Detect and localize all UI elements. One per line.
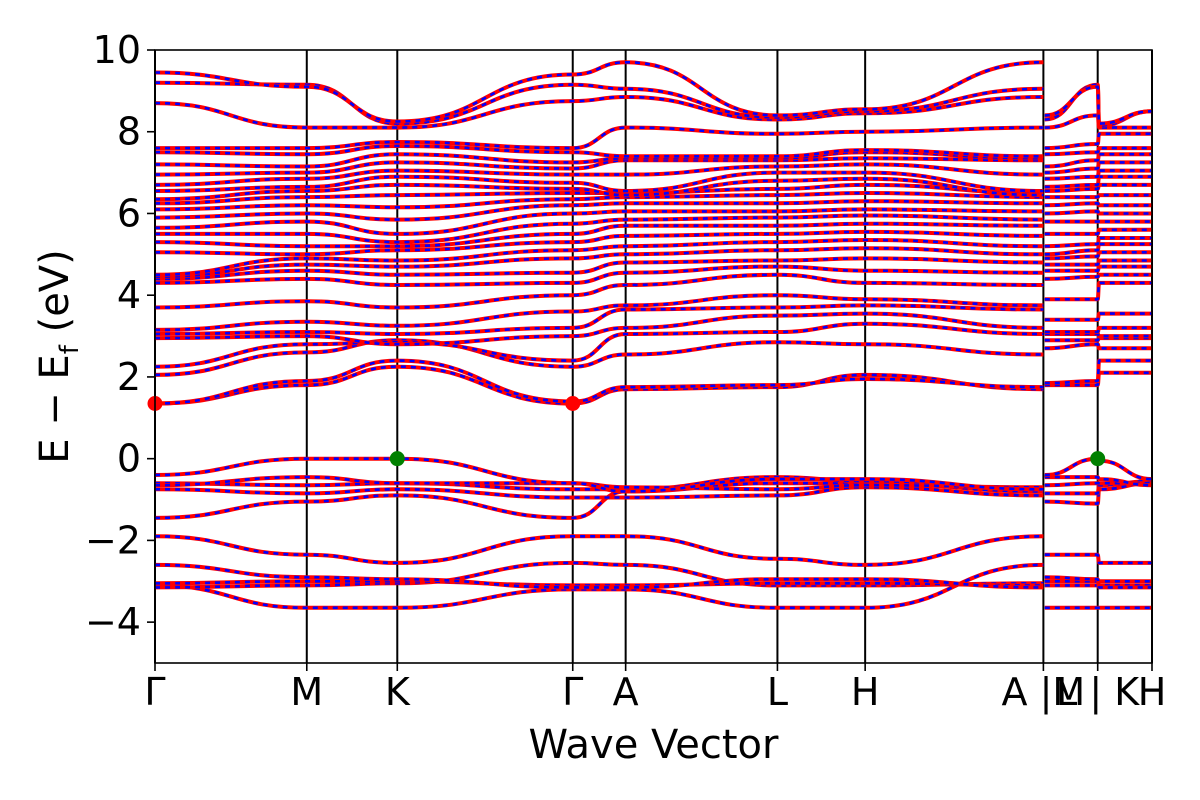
- band-15-seg-0-spin-down: [154, 304, 1044, 336]
- band-32-seg-1-spin-up: [1044, 160, 1152, 175]
- cbm-marker-1: [565, 395, 581, 411]
- band-8-seg-1-spin-down: [1044, 475, 1153, 487]
- band-19-seg-0-spin-down: [154, 257, 1044, 281]
- band-16-seg-1-spin-up: [1044, 311, 1152, 322]
- x-tick-label: Γ: [562, 670, 583, 714]
- band-29-seg-1-spin-down: [1044, 183, 1152, 193]
- band-20-seg-0-spin-down: [154, 246, 1044, 279]
- band-22-seg-1-spin-up: [1044, 242, 1152, 257]
- band-3-seg-1-spin-up: [1044, 575, 1152, 590]
- band-4-seg-1-spin-up: [1044, 552, 1152, 565]
- band-3-seg-0-spin-down: [154, 563, 1044, 589]
- y-tick-label: 6: [117, 191, 141, 235]
- x-tick-label: L: [767, 670, 788, 714]
- band-11-seg-0-spin-down: [154, 359, 1044, 405]
- band-34-seg-1-spin-down: [1044, 146, 1153, 156]
- band-5-seg-1-spin-down: [1044, 481, 1153, 505]
- x-tick-label: H: [1138, 670, 1167, 714]
- band-1-seg-0-spin-down: [154, 561, 1044, 589]
- band-20-seg-1-spin-down: [1044, 259, 1152, 266]
- y-tick-label: 4: [117, 273, 141, 317]
- band-5-seg-0-spin-down: [154, 481, 1044, 520]
- band-32-seg-0-spin-down: [154, 156, 1044, 176]
- y-axis-label-subscript: f: [55, 344, 85, 354]
- band-23-seg-0-spin-down: [154, 222, 1044, 248]
- y-tick-label: 2: [117, 355, 141, 399]
- band-17-seg-1-spin-down: [1044, 281, 1152, 301]
- band-18-seg-1-spin-down: [1044, 273, 1152, 281]
- x-tick-label: A: [613, 670, 639, 714]
- band-19-seg-1-spin-down: [1044, 265, 1152, 273]
- band-18-seg-0-spin-down: [154, 265, 1044, 287]
- band-24-seg-1-spin-down: [1044, 228, 1152, 236]
- band-15-seg-1-spin-down: [1044, 326, 1152, 334]
- y-tick-label: 10: [93, 28, 141, 72]
- band-36-seg-1-spin-down: [1044, 114, 1152, 129]
- band-28-seg-1-spin-down: [1044, 193, 1152, 199]
- y-axis-label-main: E − E: [32, 354, 78, 464]
- band-lines: [154, 60, 1153, 610]
- x-axis-label: Wave Vector: [529, 722, 780, 768]
- band-10-seg-1-spin-down: [1044, 371, 1152, 387]
- x-tick-label: K: [385, 670, 411, 714]
- band-17-seg-0-spin-down: [154, 273, 1044, 309]
- band-14-seg-0-spin-down: [154, 312, 1044, 346]
- x-tick-label: A |M: [1002, 670, 1086, 715]
- vbm-marker-3: [1090, 451, 1106, 467]
- band-26-seg-1-spin-down: [1044, 210, 1152, 215]
- band-34-seg-0-spin-down: [154, 144, 1044, 158]
- band-16-seg-0-spin-down: [154, 293, 1044, 332]
- band-26-seg-0-spin-down: [154, 199, 1044, 221]
- y-tick-label: 0: [117, 437, 141, 481]
- band-31-seg-1-spin-up: [1044, 168, 1152, 181]
- x-tick-label: H: [851, 670, 880, 714]
- band-36-seg-0-spin-down: [154, 95, 1044, 129]
- band-25-seg-0-spin-down: [154, 208, 1044, 236]
- band-13-seg-0-spin-down: [154, 322, 1044, 368]
- band-21-seg-1-spin-down: [1044, 251, 1152, 260]
- y-axis-label-unit: (eV): [32, 249, 78, 345]
- band-22-seg-0-spin-down: [154, 230, 1044, 256]
- band-14-seg-1-spin-down: [1044, 332, 1152, 338]
- band-38-seg-1-spin-up: [1044, 84, 1153, 126]
- band-6-seg-0-spin-down: [154, 485, 1044, 499]
- kpoint-divider-lines: [154, 50, 1153, 663]
- plot-frame: [154, 49, 1153, 664]
- x-tick-label: Γ: [144, 670, 165, 714]
- band-30-seg-1-spin-up: [1044, 174, 1152, 189]
- y-tick-label: −2: [85, 518, 141, 562]
- band-30-seg-0-spin-down: [154, 171, 1044, 193]
- vbm-marker-2: [389, 451, 405, 467]
- band-21-seg-0-spin-down: [154, 238, 1044, 277]
- y-tick-label: 8: [117, 110, 141, 154]
- x-tick-label: M: [290, 670, 323, 714]
- y-axis-label: E − Ef (eV): [32, 249, 85, 464]
- band-35-seg-1-spin-up: [1044, 131, 1152, 151]
- band-33-seg-0-spin-down: [154, 150, 1044, 168]
- band-29-seg-0-spin-down: [154, 177, 1044, 201]
- x-tick-label: L | K: [1056, 670, 1140, 715]
- band-4-seg-0-spin-down: [154, 535, 1044, 567]
- band-12-seg-0-spin-down: [154, 338, 1044, 377]
- y-axis-ticks: −4 −2 0 2 4 6 8 10: [85, 28, 155, 644]
- band-38-seg-0-spin-down: [154, 60, 1044, 123]
- band-23-seg-1-spin-up: [1044, 236, 1152, 249]
- band-10-seg-0-spin-down: [154, 365, 1044, 405]
- band-35-seg-0-spin-down: [154, 126, 1044, 150]
- band-24-seg-0-spin-down: [154, 214, 1044, 244]
- band-27-seg-0-spin-down: [154, 191, 1044, 211]
- band-27-seg-1-spin-down: [1044, 201, 1152, 207]
- band-9-seg-0-spin-up: [154, 456, 1044, 494]
- band-12-seg-1-spin-down: [1044, 342, 1152, 350]
- band-10-seg-0-spin-up: [154, 364, 1044, 406]
- band-11-seg-1-spin-down: [1044, 359, 1152, 385]
- band-31-seg-0-spin-down: [154, 163, 1044, 187]
- band-33-seg-1-spin-up: [1044, 152, 1152, 169]
- y-tick-label: −4: [85, 600, 141, 644]
